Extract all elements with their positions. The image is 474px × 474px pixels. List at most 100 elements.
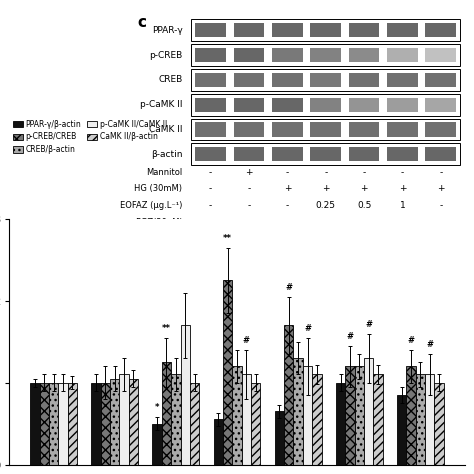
Text: +: + xyxy=(437,218,445,227)
Text: 0.5: 0.5 xyxy=(357,201,371,210)
Text: HG (30mM): HG (30mM) xyxy=(135,184,182,193)
Text: -: - xyxy=(247,184,251,193)
Bar xyxy=(397,395,407,465)
Bar xyxy=(272,98,303,112)
Bar xyxy=(349,98,379,112)
Bar xyxy=(387,48,418,62)
Bar xyxy=(272,73,303,87)
Text: #: # xyxy=(408,336,415,345)
Text: -: - xyxy=(209,168,212,177)
Text: -: - xyxy=(324,218,328,227)
Text: Mannitol: Mannitol xyxy=(146,168,182,177)
Bar xyxy=(153,424,162,465)
Text: -: - xyxy=(363,168,366,177)
Bar xyxy=(119,374,129,465)
Bar xyxy=(293,358,303,465)
Bar xyxy=(272,122,303,137)
Text: -: - xyxy=(439,201,442,210)
Text: CaMK II: CaMK II xyxy=(149,125,182,134)
Bar xyxy=(39,383,49,465)
Bar xyxy=(374,374,383,465)
Bar xyxy=(336,383,345,465)
Bar xyxy=(234,122,264,137)
Bar xyxy=(310,98,341,112)
Bar xyxy=(234,98,264,112)
Text: -: - xyxy=(209,218,212,227)
Text: PPAR-γ: PPAR-γ xyxy=(152,26,182,35)
Text: -: - xyxy=(286,201,289,210)
Text: +: + xyxy=(437,184,445,193)
Legend: PPAR-γ/β-actin, p-CREB/CREB, CREB/β-actin, p-CaMK II/CaMK II, CaMK II/β-actin: PPAR-γ/β-actin, p-CREB/CREB, CREB/β-acti… xyxy=(13,119,167,154)
Bar xyxy=(416,374,425,465)
Bar xyxy=(364,358,374,465)
Bar xyxy=(426,23,456,37)
Bar xyxy=(162,362,171,465)
Text: +: + xyxy=(399,184,406,193)
Text: p-CaMK II: p-CaMK II xyxy=(140,100,182,109)
Text: -: - xyxy=(209,201,212,210)
Bar xyxy=(251,383,260,465)
Bar xyxy=(190,383,199,465)
Text: p-CREB: p-CREB xyxy=(149,51,182,60)
Text: -: - xyxy=(286,168,289,177)
Text: 0.25: 0.25 xyxy=(316,201,336,210)
Bar xyxy=(191,94,460,116)
Bar xyxy=(349,48,379,62)
Text: -: - xyxy=(286,218,289,227)
Bar xyxy=(407,366,416,465)
Bar xyxy=(349,147,379,161)
Bar xyxy=(195,98,226,112)
Bar xyxy=(195,48,226,62)
Bar xyxy=(195,122,226,137)
Bar xyxy=(349,23,379,37)
Bar xyxy=(284,325,293,465)
Text: #: # xyxy=(304,324,311,333)
Bar xyxy=(191,143,460,165)
Bar xyxy=(195,73,226,87)
Text: β-actin: β-actin xyxy=(151,150,182,159)
Bar xyxy=(195,23,226,37)
Bar xyxy=(242,374,251,465)
Bar xyxy=(387,122,418,137)
Bar xyxy=(234,23,264,37)
Bar xyxy=(191,19,460,41)
Bar xyxy=(425,374,435,465)
Bar xyxy=(426,122,456,137)
Bar xyxy=(355,366,364,465)
Bar xyxy=(232,366,242,465)
Bar xyxy=(272,23,303,37)
Text: *: * xyxy=(155,403,159,412)
Bar xyxy=(310,48,341,62)
Text: -: - xyxy=(247,218,251,227)
Text: #: # xyxy=(285,283,292,292)
Bar xyxy=(91,383,100,465)
Bar xyxy=(272,147,303,161)
Bar xyxy=(223,280,232,465)
Text: **: ** xyxy=(223,234,232,243)
Text: RGZ(20μM): RGZ(20μM) xyxy=(135,218,182,227)
Bar xyxy=(435,383,444,465)
Bar xyxy=(387,98,418,112)
Bar xyxy=(349,122,379,137)
Text: c: c xyxy=(137,16,146,30)
Bar xyxy=(310,147,341,161)
Bar xyxy=(387,147,418,161)
Bar xyxy=(191,44,460,66)
Bar xyxy=(426,147,456,161)
Text: #: # xyxy=(426,340,433,349)
Bar xyxy=(426,98,456,112)
Bar xyxy=(312,374,321,465)
Bar xyxy=(67,383,77,465)
Bar xyxy=(303,366,312,465)
Bar xyxy=(272,48,303,62)
Text: +: + xyxy=(322,184,329,193)
Bar xyxy=(234,147,264,161)
Bar xyxy=(171,374,181,465)
Text: **: ** xyxy=(162,324,171,333)
Bar xyxy=(310,23,341,37)
Text: -: - xyxy=(401,218,404,227)
Bar xyxy=(110,379,119,465)
Bar xyxy=(49,383,58,465)
Bar xyxy=(30,383,39,465)
Bar xyxy=(387,73,418,87)
